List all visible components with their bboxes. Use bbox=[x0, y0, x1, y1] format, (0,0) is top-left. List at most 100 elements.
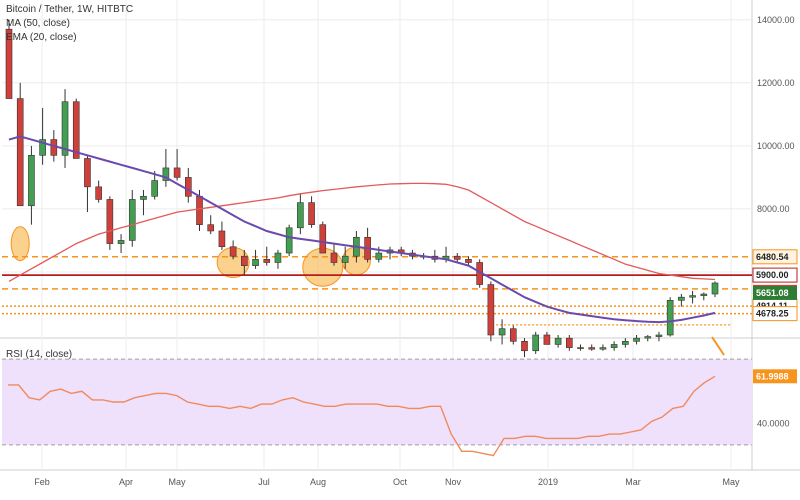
candle[interactable] bbox=[577, 344, 584, 351]
time-tick-label: Nov bbox=[445, 477, 462, 487]
candle-body bbox=[308, 202, 315, 225]
candle[interactable] bbox=[431, 249, 439, 263]
candle[interactable] bbox=[465, 256, 472, 266]
candle[interactable] bbox=[521, 338, 528, 358]
candle-body bbox=[666, 300, 674, 336]
candle[interactable] bbox=[330, 243, 338, 266]
candle-body bbox=[655, 334, 663, 337]
level-tag-label: 6480.54 bbox=[756, 252, 789, 262]
candle-body bbox=[263, 259, 271, 263]
candle[interactable] bbox=[678, 294, 685, 307]
candle-body bbox=[173, 167, 181, 178]
candle[interactable] bbox=[397, 246, 405, 257]
candle[interactable] bbox=[285, 224, 293, 257]
candle[interactable] bbox=[554, 335, 562, 348]
candle[interactable] bbox=[274, 249, 282, 269]
candle[interactable] bbox=[341, 246, 349, 269]
rsi-legend[interactable]: RSI (14, close) bbox=[6, 349, 73, 360]
candle[interactable] bbox=[498, 319, 506, 345]
candle[interactable] bbox=[655, 331, 663, 342]
bracket-line bbox=[490, 306, 731, 326]
candle-body bbox=[543, 334, 551, 345]
candle[interactable] bbox=[610, 341, 618, 351]
candle[interactable] bbox=[140, 189, 147, 216]
current-price-tag-bg bbox=[753, 285, 797, 300]
candle-body bbox=[274, 252, 282, 263]
candle-body bbox=[644, 336, 652, 339]
level-tag-bg bbox=[752, 306, 798, 322]
candle[interactable] bbox=[72, 98, 80, 159]
candle[interactable] bbox=[28, 145, 35, 225]
candle[interactable] bbox=[95, 180, 102, 203]
current-price-tag-label: 5651.08 bbox=[756, 288, 789, 298]
ema20-legend[interactable]: EMA (20, close) bbox=[6, 32, 77, 43]
candle[interactable] bbox=[297, 193, 304, 235]
candle[interactable] bbox=[117, 234, 125, 254]
candle[interactable] bbox=[218, 221, 226, 250]
candle-body bbox=[218, 230, 226, 248]
price-tick-label: 14000.00 bbox=[757, 15, 795, 25]
candle[interactable] bbox=[509, 325, 517, 345]
candle[interactable] bbox=[84, 155, 91, 213]
candle[interactable] bbox=[162, 149, 170, 187]
time-tick-label: 2019 bbox=[538, 477, 558, 487]
candle[interactable] bbox=[263, 246, 271, 266]
candle[interactable] bbox=[543, 331, 551, 345]
candle-body bbox=[285, 227, 293, 254]
chart-title: Bitcoin / Tether, 1W, HITBTC bbox=[6, 4, 134, 15]
candle-body bbox=[700, 293, 708, 296]
candle-body bbox=[375, 252, 383, 260]
rsi-line bbox=[8, 375, 716, 457]
candle[interactable] bbox=[106, 196, 114, 250]
rsi-current-tag-label: 61.9988 bbox=[756, 371, 789, 381]
candle-body bbox=[610, 344, 618, 348]
candle-body bbox=[588, 347, 596, 350]
candle-body bbox=[689, 295, 696, 298]
candle[interactable] bbox=[128, 189, 136, 247]
candle[interactable] bbox=[207, 215, 215, 235]
candle[interactable] bbox=[633, 335, 640, 345]
price-tags: 6480.545900.005462.414914.114678.255651.… bbox=[752, 249, 798, 384]
candle[interactable] bbox=[16, 82, 24, 207]
level-tag-label: 4678.25 bbox=[756, 309, 789, 319]
ma50-legend[interactable]: MA (50, close) bbox=[6, 18, 70, 29]
candle[interactable] bbox=[364, 227, 371, 263]
candle[interactable] bbox=[666, 297, 674, 337]
candle[interactable] bbox=[599, 344, 607, 351]
current-price-tag: 5651.08 bbox=[753, 285, 797, 300]
candle[interactable] bbox=[622, 338, 629, 348]
candle-body bbox=[151, 180, 158, 197]
highlight-circles bbox=[10, 226, 371, 287]
candle[interactable] bbox=[252, 249, 259, 269]
time-tick-label: Jul bbox=[258, 477, 270, 487]
candle[interactable] bbox=[487, 281, 495, 342]
candle[interactable] bbox=[151, 171, 158, 200]
candle[interactable] bbox=[39, 108, 46, 165]
candle-body bbox=[678, 296, 685, 301]
candle[interactable] bbox=[5, 19, 13, 99]
candle[interactable] bbox=[61, 89, 69, 168]
candle[interactable] bbox=[453, 253, 461, 263]
candle[interactable] bbox=[229, 240, 237, 260]
candle[interactable] bbox=[532, 331, 539, 354]
candle-body bbox=[207, 224, 215, 232]
candle[interactable] bbox=[241, 249, 248, 276]
level-tag: 4678.25 bbox=[752, 306, 798, 322]
candle-body bbox=[72, 101, 80, 159]
candle[interactable] bbox=[319, 221, 327, 254]
candle-body bbox=[185, 177, 192, 197]
candle[interactable] bbox=[308, 196, 315, 228]
candle[interactable] bbox=[185, 167, 192, 203]
candle[interactable] bbox=[173, 149, 181, 181]
candle[interactable] bbox=[711, 281, 719, 298]
candle[interactable] bbox=[700, 292, 708, 301]
ema20-line bbox=[8, 182, 716, 282]
candle[interactable] bbox=[566, 335, 573, 351]
candle-body bbox=[16, 98, 24, 207]
time-tick-label: Aug bbox=[310, 477, 326, 487]
candle[interactable] bbox=[689, 290, 696, 304]
candle-body bbox=[711, 282, 719, 295]
candle[interactable] bbox=[644, 335, 652, 342]
candle[interactable] bbox=[588, 344, 596, 351]
